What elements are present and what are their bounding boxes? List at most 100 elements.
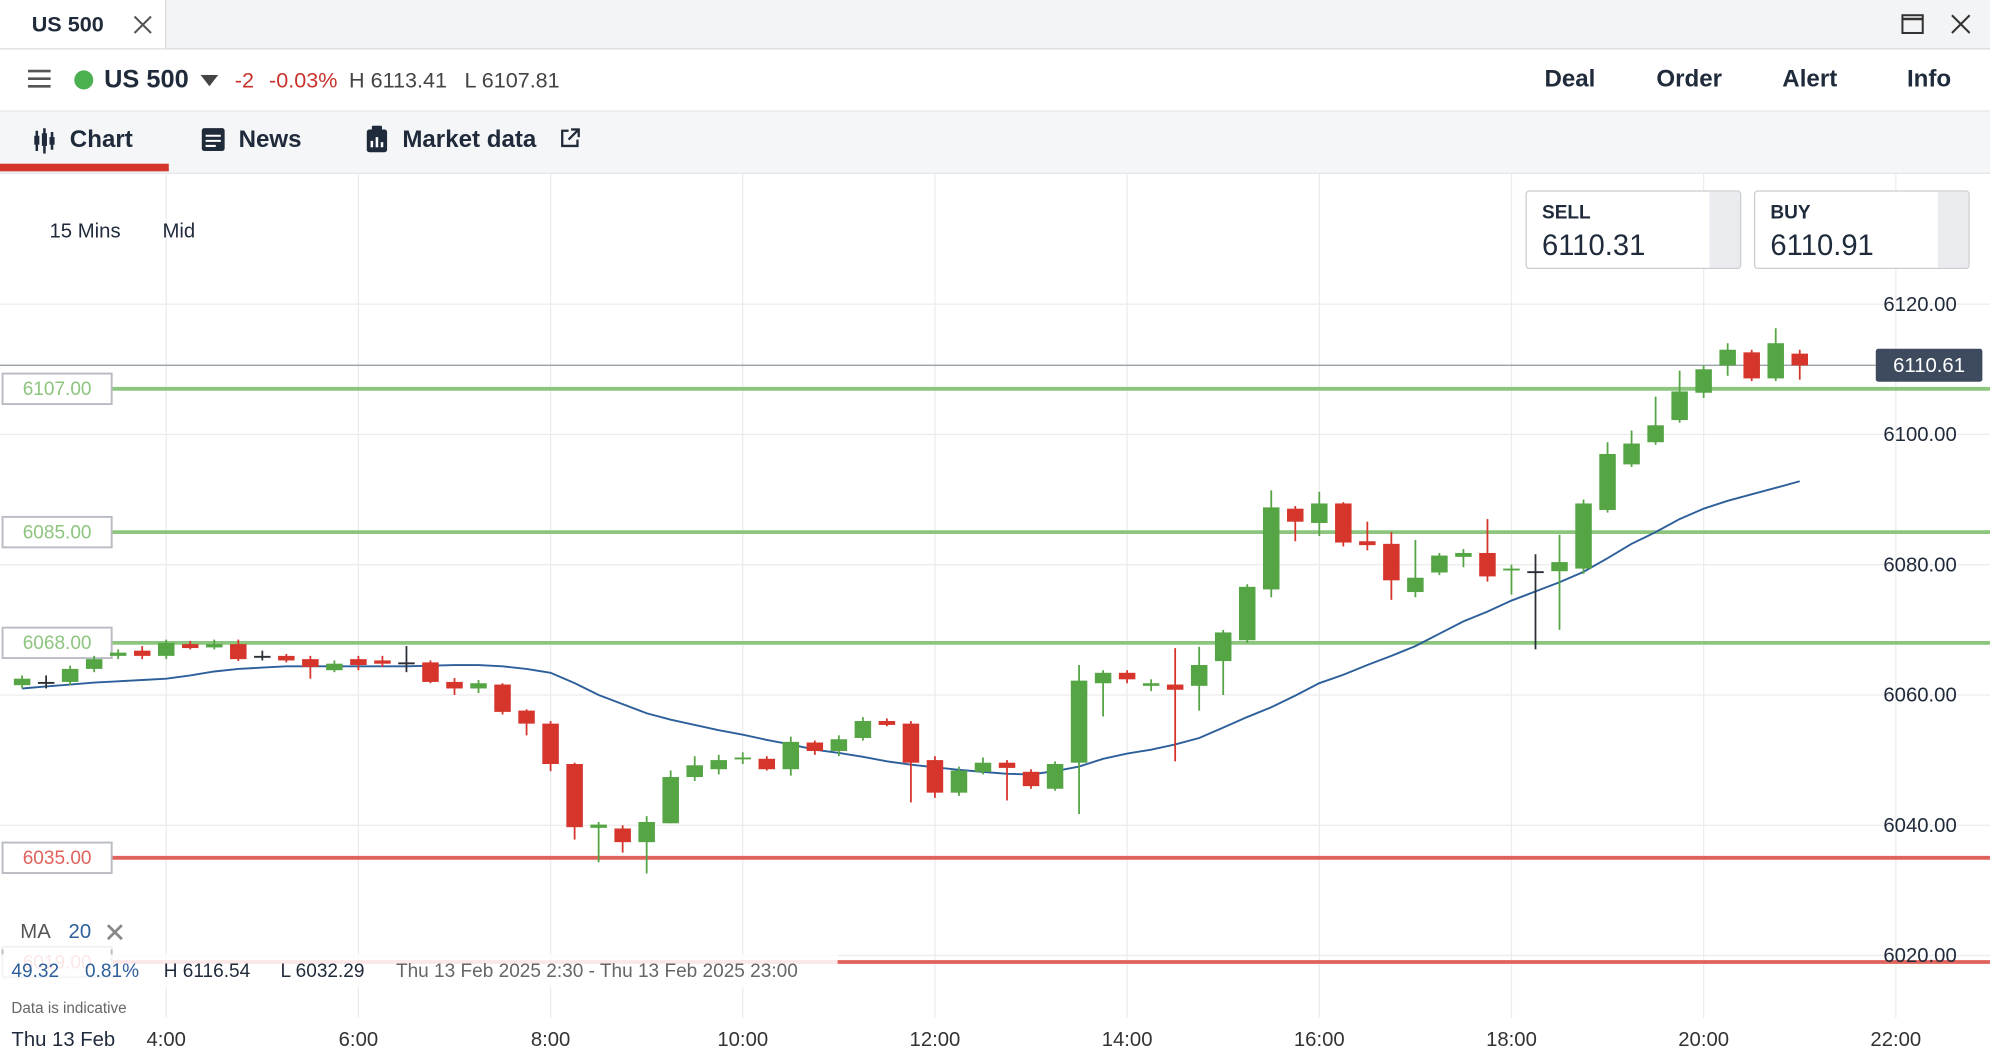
candle-body <box>1190 664 1208 686</box>
action-button[interactable]: Order <box>1656 65 1723 93</box>
candle-body <box>518 710 535 724</box>
nav-tab[interactable]: Market data <box>402 126 537 154</box>
action-button[interactable]: Alert <box>1782 65 1838 93</box>
candle-body <box>1791 353 1808 366</box>
candle-body <box>1719 349 1736 366</box>
candle-body <box>1214 632 1232 662</box>
candle-body <box>1743 352 1760 379</box>
candle-body <box>566 764 583 828</box>
candle-body <box>734 757 752 760</box>
candle-body <box>398 662 415 665</box>
level-label-box <box>1 626 113 660</box>
candle-body <box>494 684 511 712</box>
interval-selector[interactable]: 15 Mins <box>49 220 121 243</box>
tab-title: US 500 <box>31 12 104 37</box>
candle-body <box>109 652 127 656</box>
price-type-selector[interactable]: Mid <box>162 220 196 243</box>
indicator-period: 20 <box>68 921 92 943</box>
candle-body <box>1455 552 1472 557</box>
candle-body <box>1311 503 1328 524</box>
y-tick-label: 6100.00 <box>1883 424 1956 446</box>
candle-body <box>1287 508 1304 522</box>
candle-body <box>157 642 175 656</box>
candle-body <box>37 681 55 684</box>
candle-body <box>1046 764 1064 789</box>
level-label: 6085.00 <box>23 522 92 543</box>
tab[interactable]: US 500 <box>0 0 167 49</box>
close-tab[interactable] <box>133 15 152 34</box>
candle-body <box>902 723 920 763</box>
nav-tab[interactable]: Chart <box>69 126 133 154</box>
level-label-box <box>1 841 113 874</box>
current-price-tag <box>1875 348 1983 382</box>
candle-body <box>1118 672 1136 680</box>
candle-body <box>182 644 199 649</box>
ohlc-summary: 49.32 0.81% H 6116.54 L 6032.29 Thu 13 F… <box>0 954 838 988</box>
candle-body <box>278 655 295 661</box>
x-tick-label: 10:00 <box>717 1029 768 1051</box>
candle-body <box>1238 586 1256 641</box>
candle-body <box>254 655 271 658</box>
market-data-icon <box>366 125 388 153</box>
x-axis-band <box>0 1021 1990 1060</box>
candle-body <box>806 742 824 751</box>
active-tab-underline <box>0 163 169 172</box>
sell-price: 6110.31 <box>1541 228 1646 262</box>
status-dot <box>74 70 94 90</box>
candle-body <box>1022 771 1040 787</box>
instrument-dropdown[interactable] <box>200 74 219 87</box>
y-tick-label: 6080.00 <box>1883 554 1956 576</box>
y-tick-label: 6060.00 <box>1883 685 1956 707</box>
x-tick-label: 8:00 <box>531 1029 571 1051</box>
indicator-name: MA <box>20 921 51 943</box>
candle-body <box>950 770 968 793</box>
candle-body <box>1407 577 1424 593</box>
candle-body <box>230 644 247 660</box>
date-label-box <box>0 1024 135 1060</box>
ma-change: 0.81% <box>85 960 140 983</box>
buy-button[interactable]: BUY 6110.91 <box>1753 190 1970 270</box>
maximize-button[interactable] <box>1901 14 1924 35</box>
disclaimer: Data is indicative <box>11 998 127 1017</box>
candle-body <box>758 758 776 770</box>
candle-body <box>686 765 703 778</box>
candle-body <box>638 821 655 843</box>
candle-body <box>206 644 223 648</box>
candle-body <box>374 660 391 664</box>
y-tick-label: 6120.00 <box>1883 294 1956 316</box>
candle-body <box>1431 555 1448 573</box>
candle-body <box>350 659 367 665</box>
change-pct: -0.03% <box>269 68 338 93</box>
candle-body <box>854 721 872 738</box>
external-link-icon[interactable] <box>560 128 580 148</box>
level-label: 6035.00 <box>23 848 92 869</box>
x-tick-label: 22:00 <box>1870 1029 1921 1051</box>
nav-tab[interactable]: News <box>238 126 302 154</box>
candle-body <box>1142 683 1160 686</box>
close-window[interactable] <box>1951 14 1971 34</box>
action-button[interactable]: Info <box>1906 65 1952 93</box>
candle-body <box>326 663 343 671</box>
level-label: 6107.00 <box>23 379 92 400</box>
change: -2 <box>234 68 254 93</box>
remove-indicator[interactable] <box>106 924 123 941</box>
candle-body <box>926 760 944 793</box>
instrument-name[interactable]: US 500 <box>104 65 189 94</box>
candle-body <box>1551 562 1568 572</box>
x-tick-label: 18:00 <box>1486 1029 1537 1051</box>
menu-button[interactable] <box>27 69 51 89</box>
action-button[interactable]: Deal <box>1544 65 1596 93</box>
candle-body <box>1695 369 1712 393</box>
candle-body <box>614 828 631 843</box>
candle-body <box>446 681 463 689</box>
buy-price: 6110.91 <box>1770 228 1874 262</box>
candle-body <box>974 762 992 772</box>
candle-body <box>1383 543 1400 581</box>
candle-body <box>1263 507 1280 590</box>
sell-button[interactable]: SELL 6110.31 <box>1525 190 1742 270</box>
candle-body <box>1623 443 1640 465</box>
candle-body <box>998 762 1016 768</box>
button-edge <box>1937 191 1969 268</box>
indicator-legend: MA 20 <box>0 916 140 950</box>
